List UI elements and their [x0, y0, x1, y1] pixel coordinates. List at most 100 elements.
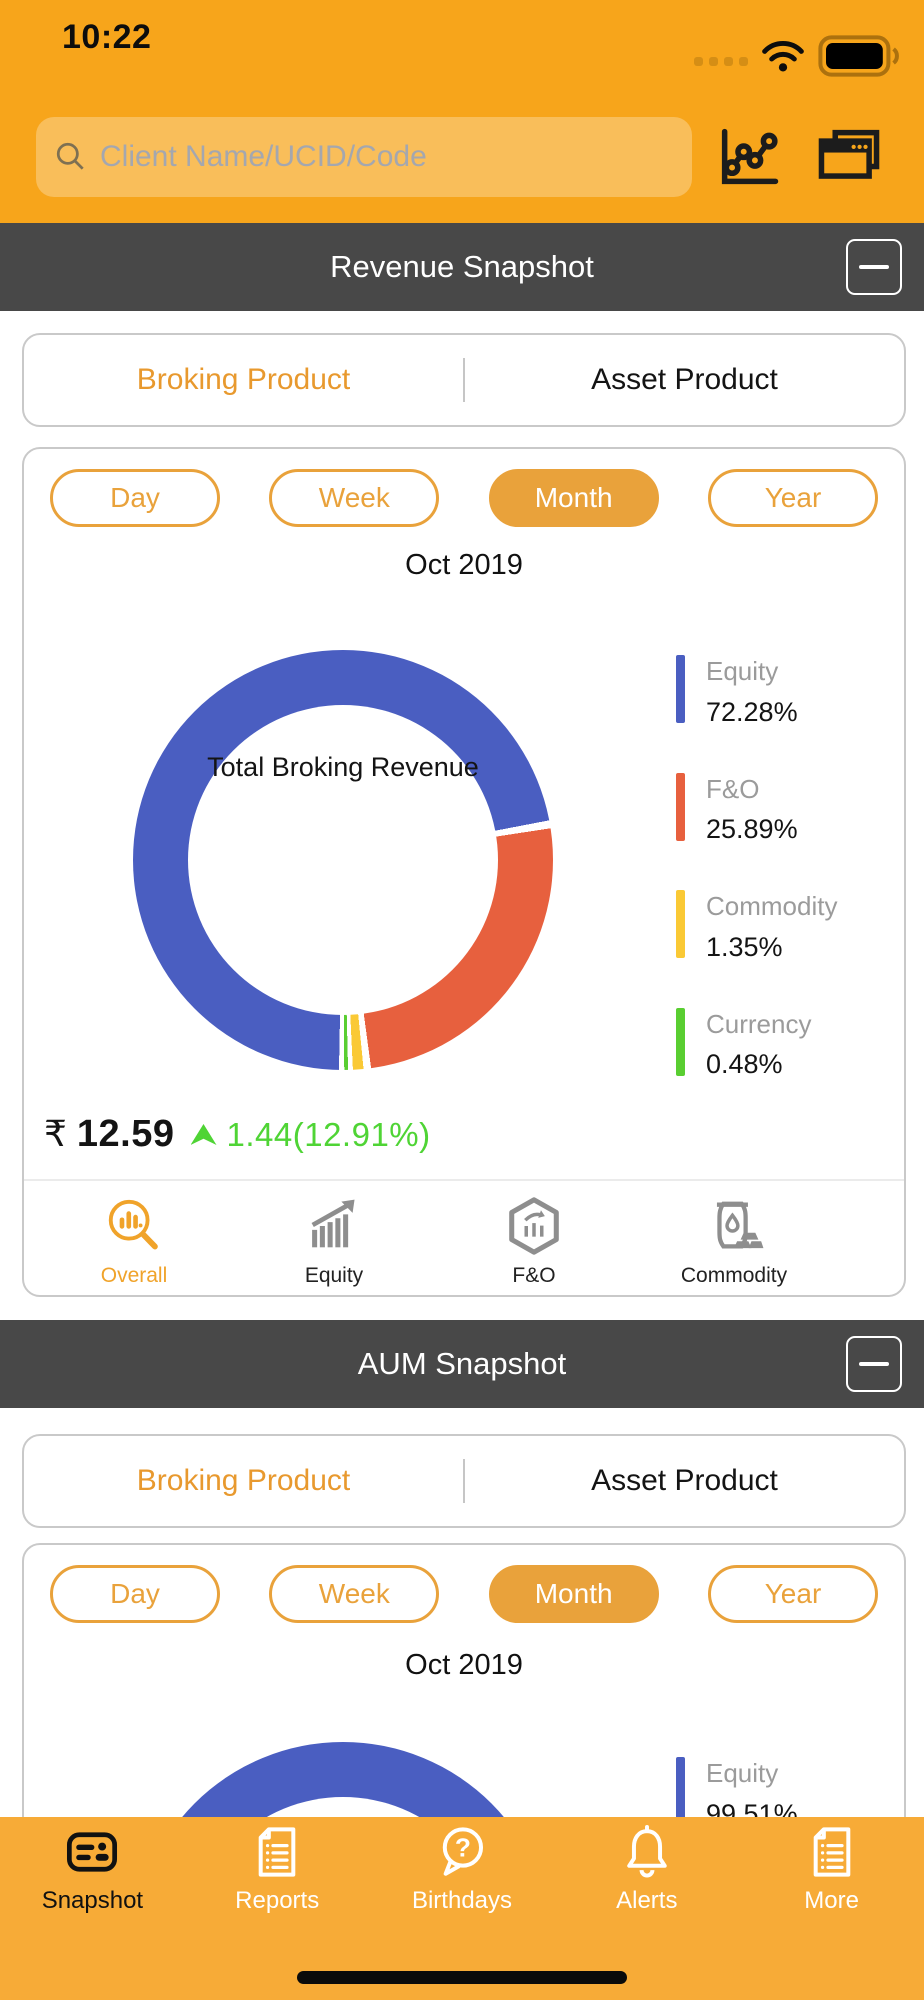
revenue-total-row: ₹ 12.59 1.44(12.91%)	[44, 1113, 431, 1156]
rupee-symbol: ₹	[44, 1113, 67, 1154]
revenue-period-label: Oct 2019	[405, 549, 523, 581]
aum-section-header: AUM Snapshot	[0, 1320, 924, 1408]
tab-asset-product[interactable]: Asset Product	[591, 363, 778, 396]
revenue-chart-card: Day Week Month Year Oct 2019 Total Broki…	[22, 447, 906, 1297]
category-tab-fo[interactable]: F&O	[434, 1195, 634, 1288]
legend-label: Currency	[706, 1008, 812, 1039]
pill-week[interactable]: Week	[269, 469, 440, 527]
legend-item-commodity: Commodity 1.35%	[676, 890, 837, 963]
snapshot-card-icon	[67, 1832, 118, 1872]
nav-label: Snapshot	[41, 1887, 144, 1914]
pill-day[interactable]: Day	[50, 1565, 220, 1623]
legend-item-currency: Currency 0.48%	[676, 1007, 837, 1081]
nav-item-snapshot[interactable]: Snapshot	[0, 1823, 185, 1915]
revenue-section-header: Revenue Snapshot	[0, 223, 924, 311]
legend-label: Commodity	[706, 891, 838, 922]
tab-broking-product[interactable]: Broking Product	[136, 1464, 351, 1497]
overall-magnifier-icon	[108, 1199, 158, 1250]
donut-center-label: Total Broking Revenue	[207, 752, 479, 782]
tab-divider	[463, 358, 465, 402]
card-divider	[24, 1179, 904, 1181]
tab-broking-product[interactable]: Broking Product	[136, 363, 351, 396]
cellular-signal-icon	[694, 56, 748, 66]
nav-label: Alerts	[616, 1887, 678, 1914]
pill-week[interactable]: Week	[269, 1565, 440, 1623]
legend-label: Equity	[706, 1758, 779, 1788]
category-tab-overall[interactable]: Overall	[34, 1195, 234, 1288]
pill-day[interactable]: Day	[50, 469, 220, 527]
category-label: Equity	[304, 1264, 364, 1287]
revenue-category-tabs: Overall Equity	[34, 1181, 904, 1295]
up-arrow-icon	[190, 1124, 217, 1145]
reports-document-icon	[258, 1827, 296, 1877]
bottom-nav: Snapshot Reports	[0, 1817, 924, 2000]
nav-item-birthdays[interactable]: ? Birthdays	[370, 1823, 555, 1915]
nav-item-alerts[interactable]: Alerts	[554, 1823, 739, 1915]
tab-asset-product[interactable]: Asset Product	[591, 1464, 778, 1497]
category-label: Overall	[100, 1264, 168, 1287]
svg-text:?: ?	[455, 1833, 471, 1863]
legend-label: Equity	[706, 656, 779, 686]
revenue-collapse-button[interactable]	[846, 239, 902, 295]
battery-icon	[818, 35, 902, 77]
analytics-button[interactable]	[706, 118, 792, 196]
revenue-product-tabs: Broking Product Asset Product	[22, 333, 906, 427]
windows-button[interactable]	[806, 118, 892, 196]
equity-bars-icon	[311, 1199, 355, 1248]
search-row	[36, 116, 892, 198]
revenue-legend: Equity 72.28% F&O 25.89% Commodity 1.35%	[676, 655, 837, 1125]
minus-icon	[859, 1362, 889, 1366]
pill-month[interactable]: Month	[488, 469, 659, 527]
revenue-period-pills: Day Week Month Year	[24, 469, 904, 527]
nav-label: More	[804, 1887, 859, 1914]
line-chart-icon	[721, 128, 779, 185]
more-document-icon	[813, 1827, 850, 1877]
pill-year[interactable]: Year	[707, 1565, 878, 1623]
aum-period-pills: Day Week Month Year	[24, 1565, 904, 1623]
legend-swatch-fo	[676, 772, 685, 841]
aum-collapse-button[interactable]	[846, 1336, 902, 1392]
legend-value: 1.35%	[706, 931, 783, 962]
legend-item-equity: Equity 72.28%	[676, 655, 837, 728]
category-tab-commodity[interactable]: Commodity	[634, 1195, 834, 1288]
top-bar: 10:22	[0, 0, 924, 223]
revenue-change-value: 1.44(12.91%)	[226, 1116, 431, 1153]
nav-item-reports[interactable]: Reports	[185, 1823, 370, 1915]
minus-icon	[859, 265, 889, 269]
nav-label: Birthdays	[411, 1887, 513, 1914]
legend-value: 72.28%	[706, 696, 798, 727]
legend-swatch-equity	[676, 655, 685, 723]
legend-item-fo: F&O 25.89%	[676, 772, 837, 846]
pill-year[interactable]: Year	[707, 469, 878, 527]
legend-swatch-equity	[676, 1757, 685, 1825]
status-icons	[694, 34, 902, 78]
alerts-bell-icon	[627, 1824, 667, 1878]
windows-stack-icon	[818, 129, 880, 179]
search-field-wrap	[36, 117, 692, 197]
revenue-donut-chart: Total Broking Revenue	[133, 650, 553, 1070]
category-label: Commodity	[680, 1264, 788, 1287]
legend-value: 0.48%	[706, 1049, 783, 1080]
aum-period-label: Oct 2019	[405, 1649, 523, 1681]
tab-divider	[463, 1459, 465, 1503]
nav-item-more[interactable]: More	[739, 1823, 924, 1915]
legend-swatch-commodity	[676, 890, 685, 959]
status-time: 10:22	[62, 18, 152, 56]
pill-month[interactable]: Month	[488, 1565, 659, 1623]
aum-product-tabs: Broking Product Asset Product	[22, 1434, 906, 1528]
fo-hexagon-icon	[509, 1197, 559, 1255]
search-input[interactable]	[36, 117, 692, 197]
commodity-barrel-icon	[716, 1201, 764, 1249]
revenue-total-value: 12.59	[76, 1113, 175, 1155]
aum-section-title: AUM Snapshot	[357, 1346, 567, 1381]
category-label: F&O	[512, 1264, 556, 1287]
category-tab-equity[interactable]: Equity	[234, 1195, 434, 1288]
legend-swatch-currency	[676, 1007, 685, 1076]
home-indicator[interactable]	[297, 1971, 627, 1984]
birthdays-bubble-icon: ?	[442, 1827, 484, 1876]
legend-value: 25.89%	[706, 814, 798, 845]
legend-label: F&O	[706, 773, 760, 804]
nav-label: Reports	[235, 1887, 320, 1914]
wifi-icon	[760, 39, 806, 73]
